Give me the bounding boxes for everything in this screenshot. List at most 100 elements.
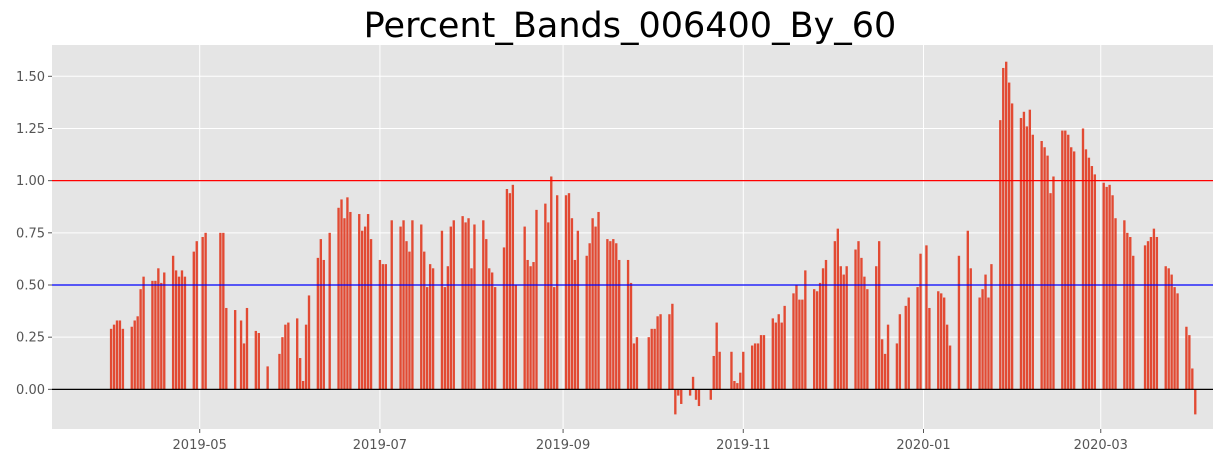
bar xyxy=(449,226,452,390)
bar xyxy=(606,239,609,390)
bar xyxy=(981,289,984,390)
x-tick-label: 2019-11 xyxy=(716,438,770,453)
bar xyxy=(1043,147,1046,390)
bar xyxy=(485,239,488,390)
bar xyxy=(399,226,402,390)
x-tick-label: 2020-01 xyxy=(896,438,950,453)
bar xyxy=(390,220,393,390)
bar xyxy=(771,318,774,390)
bar xyxy=(688,389,692,396)
bar xyxy=(1146,241,1150,390)
bar xyxy=(192,251,195,390)
bar xyxy=(1061,130,1064,390)
bar xyxy=(1025,126,1029,390)
bar xyxy=(715,322,718,390)
bars xyxy=(109,61,1197,415)
bar xyxy=(928,307,931,390)
bar xyxy=(742,351,745,390)
bar xyxy=(904,305,907,390)
bar xyxy=(576,230,580,390)
bar xyxy=(154,280,157,390)
bar xyxy=(1129,237,1132,390)
bar xyxy=(242,343,246,390)
bar xyxy=(612,239,615,390)
bar xyxy=(284,324,287,390)
bar xyxy=(177,276,181,390)
bar xyxy=(653,328,656,390)
bar xyxy=(1052,176,1055,390)
bar xyxy=(553,287,556,390)
bar xyxy=(511,184,515,390)
y-tick-label: 1.25 xyxy=(16,122,45,137)
bar xyxy=(940,293,943,390)
bar xyxy=(750,345,754,390)
bar xyxy=(759,335,763,390)
bar xyxy=(446,266,450,390)
bar xyxy=(925,245,928,390)
bar xyxy=(866,289,869,390)
bar xyxy=(1185,326,1188,390)
bar xyxy=(857,241,860,390)
bar xyxy=(804,270,807,390)
bar xyxy=(266,366,269,390)
bar xyxy=(863,276,866,390)
bar xyxy=(157,268,160,390)
bar xyxy=(916,287,919,390)
axes: 0.00 0.25 0.50 0.75 1.00 1.25 1.50 2019-05 2019-… xyxy=(16,70,1128,453)
bar xyxy=(136,316,139,390)
y-tick-label: 0.50 xyxy=(16,279,45,294)
bar xyxy=(659,314,662,390)
bar xyxy=(990,264,993,390)
bar xyxy=(130,326,133,390)
bar xyxy=(287,322,290,390)
bar xyxy=(671,303,674,390)
bar xyxy=(860,257,863,390)
bar xyxy=(493,287,497,390)
bar xyxy=(142,276,145,390)
bar xyxy=(668,314,671,390)
bar xyxy=(1081,128,1085,390)
bar xyxy=(443,287,447,390)
bar xyxy=(550,176,553,390)
bar xyxy=(626,259,630,390)
bar xyxy=(609,241,612,390)
bar xyxy=(151,280,154,390)
bar xyxy=(408,251,411,390)
bar xyxy=(201,237,204,390)
bar xyxy=(795,285,798,390)
bar xyxy=(880,339,884,390)
bar xyxy=(526,259,529,390)
bar xyxy=(780,322,783,390)
bar xyxy=(547,222,550,390)
bar xyxy=(966,230,969,390)
bar xyxy=(112,324,116,390)
bar xyxy=(1170,274,1173,390)
bar xyxy=(233,310,237,390)
bar xyxy=(440,230,444,390)
bar xyxy=(1194,389,1197,415)
bar xyxy=(160,282,163,390)
bar xyxy=(171,255,175,390)
bar xyxy=(109,328,113,390)
bar xyxy=(1072,151,1076,390)
bar xyxy=(753,343,757,390)
bar xyxy=(1093,174,1097,390)
bar xyxy=(680,389,683,404)
bar xyxy=(821,268,825,390)
bar xyxy=(948,345,952,390)
bar xyxy=(792,293,795,390)
bar xyxy=(978,297,981,390)
bar xyxy=(629,282,633,390)
x-tick-label: 2019-05 xyxy=(173,438,227,453)
bar xyxy=(777,314,780,390)
bar xyxy=(1152,228,1156,390)
bar xyxy=(1010,103,1014,390)
bar xyxy=(842,274,845,390)
bar xyxy=(718,351,721,390)
bar xyxy=(833,241,837,390)
bar xyxy=(1022,111,1026,390)
bar xyxy=(736,383,739,390)
bar xyxy=(845,266,848,390)
